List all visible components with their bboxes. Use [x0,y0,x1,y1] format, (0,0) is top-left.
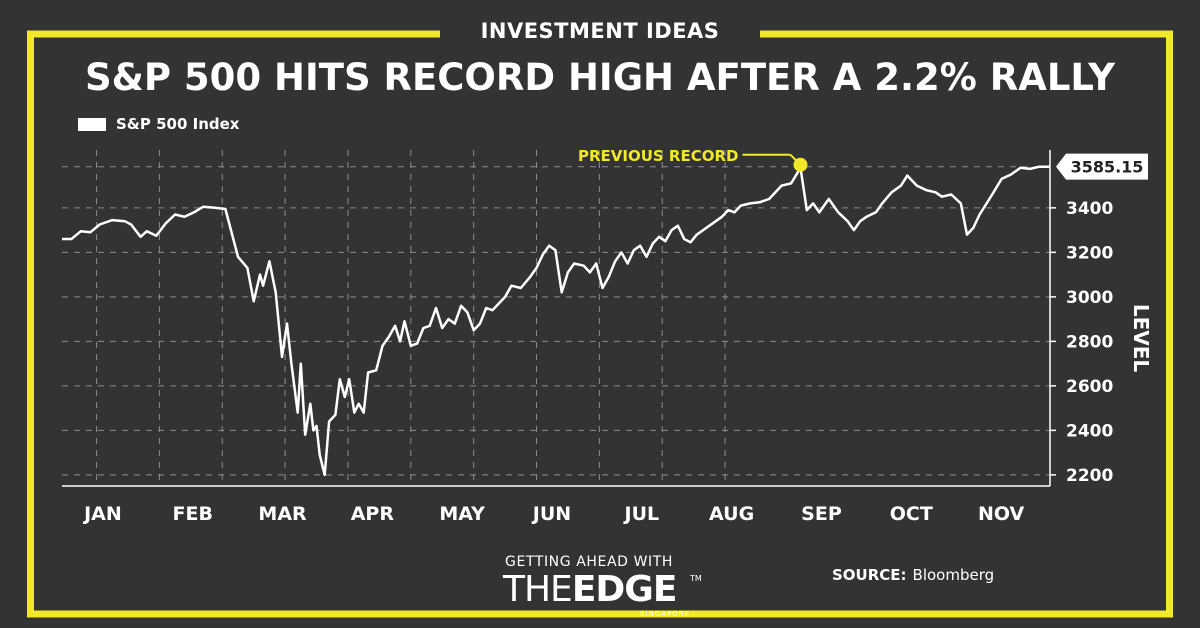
x-tick-label: JAN [82,503,122,525]
y-tick-label: 3200 [1066,243,1113,263]
x-tick-label: JUL [623,503,660,525]
x-tick-label: OCT [890,503,933,525]
legend-swatch [78,117,106,131]
y-tick-label: 2400 [1066,421,1113,441]
brand-edge: EDGE [571,569,678,610]
x-tick-label: MAY [439,503,485,525]
y-axis-label: LEVEL [1129,304,1153,373]
plot-area [62,150,1050,486]
brand-logo: THEEDGE [503,569,678,610]
y-tick-label: 2200 [1066,466,1113,486]
brand-subtitle: SINGAPORE [640,610,690,618]
source-label: SOURCE: [832,566,907,584]
x-tick-label: AUG [709,503,754,525]
section-label: INVESTMENT IDEAS [440,14,760,48]
x-tick-labels: JAN FEB MAR APR MAY JUN JUL AUG SEP OCT NOV [82,503,1024,525]
x-tick-label: SEP [801,503,842,525]
y-tick-label: 3000 [1066,288,1113,308]
source-value: Bloomberg [912,566,995,584]
last-value-callout [1056,153,1148,180]
last-value-label: 3585.15 [1071,158,1144,177]
y-tick-label: 2600 [1066,377,1113,397]
x-tick-label: JUN [531,503,571,525]
legend: S&P 500 Index [78,114,239,134]
grid-lines [62,150,1050,486]
axes [62,150,1056,487]
y-tick-labels: 2200 2400 2600 2800 3000 3200 3400 [1066,199,1113,486]
x-tick-label: FEB [173,503,213,525]
x-tick-label: MAR [258,503,307,525]
source-note: SOURCE: Bloomberg [832,566,994,584]
x-tick-label: APR [351,503,395,525]
page-title: S&P 500 HITS RECORD HIGH AFTER A 2.2% RA… [84,56,1116,99]
previous-record-dot [793,157,808,172]
series-line-sp500 [62,165,1050,477]
y-tick-label: 2800 [1066,332,1113,352]
brand-trademark: TM [690,574,702,583]
x-tick-label: NOV [978,503,1025,525]
annotations: PREVIOUS RECORD 3585.15 [578,147,1148,180]
legend-label: S&P 500 Index [116,115,240,133]
brand-the: THE [503,569,573,610]
y-tick-label: 3400 [1066,199,1113,219]
brand-tagline: GETTING AHEAD WITH [505,554,674,570]
previous-record-label: PREVIOUS RECORD [578,147,739,165]
